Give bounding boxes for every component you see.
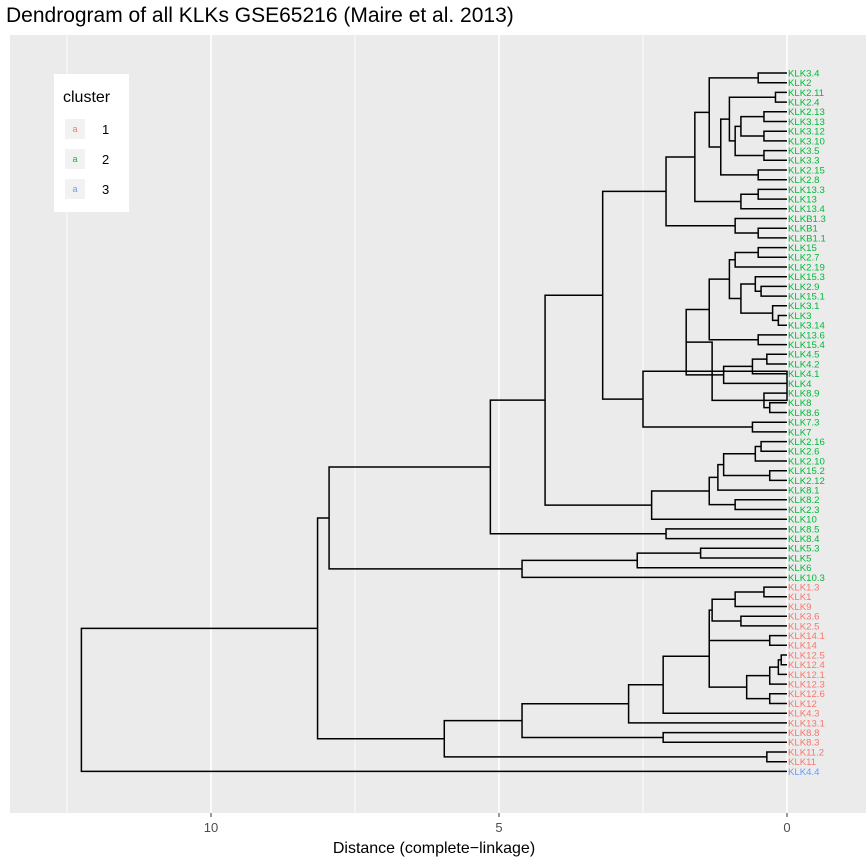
plot-panel bbox=[10, 35, 866, 813]
leaf-label: KLK4.2 bbox=[788, 359, 819, 370]
leaf-label: KLK3.14 bbox=[788, 321, 825, 332]
dendrogram-branch bbox=[80, 627, 787, 773]
leaf-label: KLK15.1 bbox=[788, 292, 825, 303]
dendrogram-branch bbox=[708, 625, 747, 688]
legend-key-glyph: a bbox=[72, 184, 77, 194]
leaf-label: KLK2.9 bbox=[788, 282, 819, 293]
leaf-label: KLK8 bbox=[788, 398, 811, 409]
leaf-label: KLK5.3 bbox=[788, 544, 819, 555]
leaf-label: KLK2.13 bbox=[788, 107, 825, 118]
leaf-label: KLK6 bbox=[788, 563, 811, 574]
leaf-label: KLKB1 bbox=[788, 224, 818, 235]
leaf-label: KLK8.6 bbox=[788, 408, 819, 419]
leaf-label: KLK12.1 bbox=[788, 670, 825, 681]
leaf-label: KLK13.4 bbox=[788, 204, 825, 215]
x-axis-title: Distance (complete−linkage) bbox=[333, 840, 535, 857]
x-tick-label: 10 bbox=[204, 820, 218, 835]
leaf-label: KLK13 bbox=[788, 195, 817, 206]
leaf-label: KLK2.15 bbox=[788, 165, 825, 176]
leaf-label: KLK8.5 bbox=[788, 524, 819, 535]
leaf-label: KLK3.13 bbox=[788, 117, 825, 128]
leaf-label: KLK13.1 bbox=[788, 718, 825, 729]
leaf-label: KLK3.3 bbox=[788, 156, 819, 167]
leaf-label: KLK2.12 bbox=[788, 476, 825, 487]
legend-label: 1 bbox=[102, 122, 109, 137]
leaf-label: KLK14 bbox=[788, 641, 817, 652]
legend-key bbox=[65, 179, 85, 199]
legend: cluster a 1 a 2 a 3 bbox=[54, 74, 129, 212]
leaf-label: KLK12 bbox=[788, 699, 817, 710]
leaf-label: KLK4.4 bbox=[788, 767, 820, 778]
leaf-label: KLK1 bbox=[788, 592, 811, 603]
leaf-label: KLK2.10 bbox=[788, 456, 825, 467]
leaf-label: KLK10.3 bbox=[788, 573, 825, 584]
leaf-label: KLK3.4 bbox=[788, 68, 820, 79]
leaf-label: KLK12.5 bbox=[788, 650, 825, 661]
leaf-label: KLK2.4 bbox=[788, 98, 820, 109]
leaf-label: KLK3 bbox=[788, 311, 811, 322]
leaf-label: KLK4.1 bbox=[788, 369, 819, 380]
leaf-label: KLK2.3 bbox=[788, 505, 819, 516]
leaf-label: KLK7.3 bbox=[788, 418, 819, 429]
chart-title: Dendrogram of all KLKs GSE65216 (Maire e… bbox=[6, 4, 514, 27]
leaf-label: KLK3.5 bbox=[788, 146, 819, 157]
leaf-label: KLK2.6 bbox=[788, 447, 819, 458]
legend-label: 2 bbox=[102, 152, 109, 167]
leaf-label: KLK11.2 bbox=[788, 747, 824, 758]
legend-label: 3 bbox=[102, 182, 109, 197]
leaf-label: KLK2 bbox=[788, 78, 811, 89]
legend-key bbox=[65, 119, 85, 139]
leaf-label: KLK15.4 bbox=[788, 340, 825, 351]
leaf-label: KLK7 bbox=[788, 427, 811, 438]
leaf-label: KLK1.3 bbox=[788, 583, 819, 594]
x-tick-label: 5 bbox=[495, 820, 502, 835]
leaf-label: KLK8.1 bbox=[788, 486, 819, 497]
leaf-label: KLK3.1 bbox=[788, 301, 819, 312]
leaf-label: KLK15.2 bbox=[788, 466, 825, 477]
leaf-label: KLKB1.3 bbox=[788, 214, 826, 225]
leaf-label: KLK15.3 bbox=[788, 272, 825, 283]
leaf-label: KLK2.19 bbox=[788, 262, 825, 273]
grid-lines bbox=[66, 35, 788, 813]
leaf-label: KLK8.8 bbox=[788, 728, 819, 739]
leaf-labels: KLK3.4KLK2KLK2.11KLK2.4KLK2.13KLK3.13KLK… bbox=[788, 68, 826, 777]
leaf-label: KLK2.16 bbox=[788, 437, 825, 448]
leaf-label: KLK8.9 bbox=[788, 389, 819, 400]
dendrogram-branch bbox=[712, 370, 788, 402]
leaf-label: KLK5 bbox=[788, 553, 811, 564]
leaf-label: KLK3.6 bbox=[788, 612, 819, 623]
x-tick-label: 0 bbox=[783, 820, 790, 835]
legend-key bbox=[65, 149, 85, 169]
leaf-label: KLK13.3 bbox=[788, 185, 825, 196]
leaf-label: KLK12.4 bbox=[788, 660, 825, 671]
leaf-label: KLK8.2 bbox=[788, 495, 819, 506]
leaf-label: KLK2.8 bbox=[788, 175, 819, 186]
x-axis: 10 5 0 bbox=[204, 813, 791, 835]
legend-key-glyph: a bbox=[72, 124, 77, 134]
leaf-label: KLK12.3 bbox=[788, 680, 825, 691]
dendrogram-branches bbox=[80, 72, 788, 773]
leaf-label: KLK10 bbox=[788, 515, 817, 526]
leaf-label: KLK3.12 bbox=[788, 127, 825, 138]
leaf-label: KLK11 bbox=[788, 757, 816, 768]
leaf-label: KLK8.4 bbox=[788, 534, 820, 545]
legend-title: cluster bbox=[63, 89, 111, 106]
leaf-label: KLK4.3 bbox=[788, 709, 819, 720]
leaf-label: KLK3.10 bbox=[788, 136, 825, 147]
leaf-label: KLK14.1 bbox=[788, 631, 825, 642]
leaf-label: KLK15 bbox=[788, 243, 817, 254]
leaf-label: KLK13.6 bbox=[788, 330, 825, 341]
leaf-label: KLK2.11 bbox=[788, 88, 824, 99]
leaf-label: KLK4 bbox=[788, 379, 812, 390]
leaf-label: KLK2.7 bbox=[788, 253, 819, 264]
leaf-label: KLK8.3 bbox=[788, 738, 819, 749]
leaf-label: KLKB1.1 bbox=[788, 233, 826, 244]
leaf-label: KLK9 bbox=[788, 602, 811, 613]
leaf-label: KLK2.5 bbox=[788, 621, 819, 632]
leaf-label: KLK12.6 bbox=[788, 689, 825, 700]
leaf-label: KLK4.5 bbox=[788, 350, 819, 361]
legend-key-glyph: a bbox=[72, 154, 77, 164]
